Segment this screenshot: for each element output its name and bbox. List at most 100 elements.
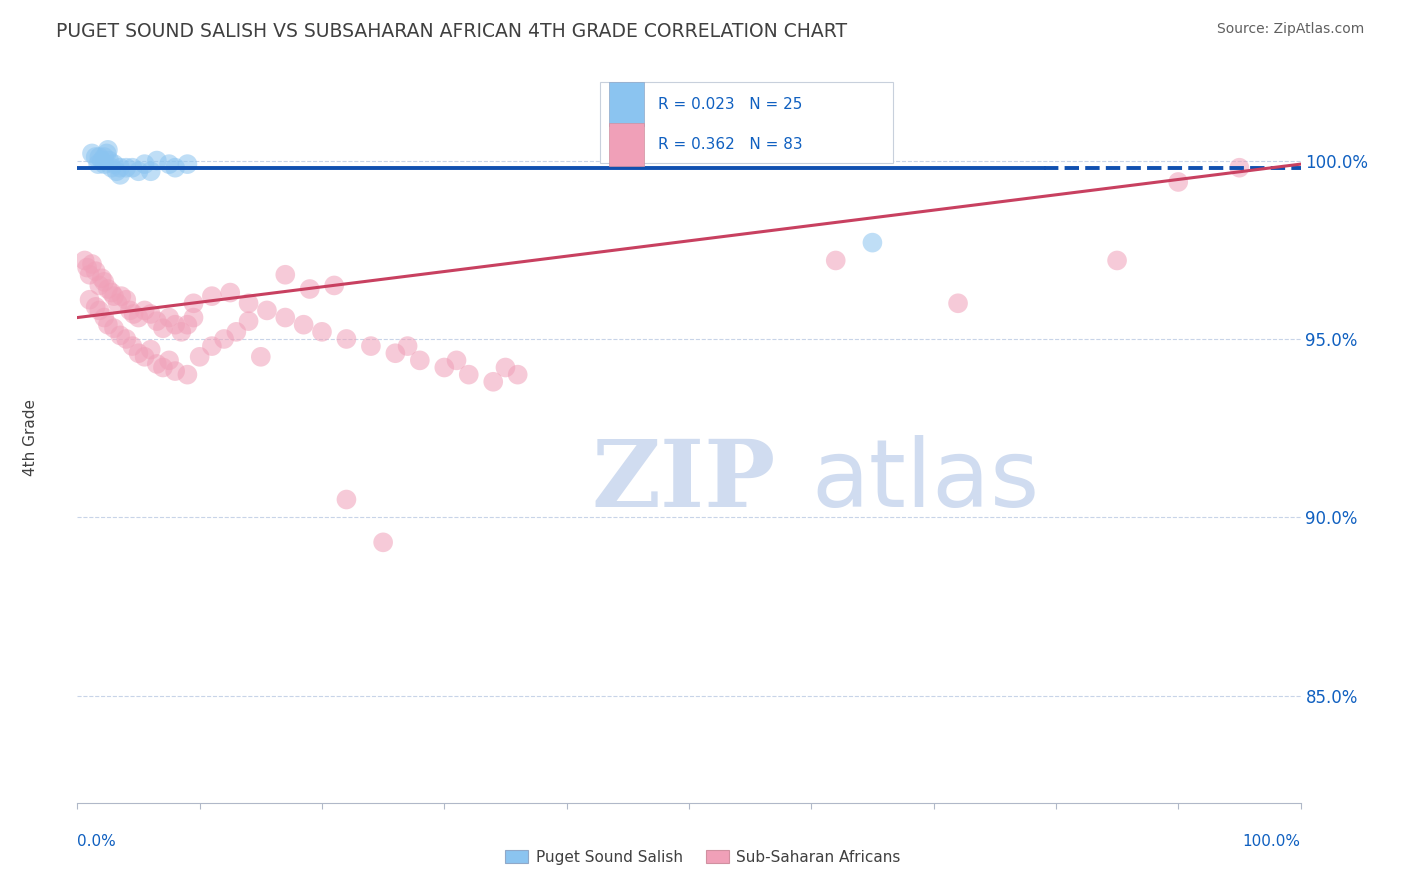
Point bbox=[201, 339, 224, 353]
Point bbox=[146, 357, 169, 371]
Point bbox=[188, 350, 211, 364]
Point bbox=[274, 310, 297, 325]
Point bbox=[121, 339, 143, 353]
Point bbox=[946, 296, 969, 310]
Point bbox=[323, 278, 346, 293]
Point bbox=[89, 278, 111, 293]
FancyBboxPatch shape bbox=[599, 82, 893, 162]
Point bbox=[360, 339, 382, 353]
Point bbox=[152, 360, 174, 375]
Point bbox=[103, 321, 125, 335]
Point bbox=[103, 289, 125, 303]
Point bbox=[93, 310, 115, 325]
Point bbox=[157, 157, 180, 171]
Point bbox=[89, 150, 111, 164]
Point bbox=[134, 303, 156, 318]
Point bbox=[79, 268, 101, 282]
Point bbox=[256, 303, 278, 318]
Point bbox=[121, 161, 143, 175]
Text: 0.0%: 0.0% bbox=[77, 834, 117, 849]
Point bbox=[122, 307, 145, 321]
Point bbox=[165, 364, 187, 378]
Point bbox=[1167, 175, 1189, 189]
Point bbox=[79, 293, 101, 307]
Point bbox=[115, 293, 138, 307]
Point bbox=[128, 310, 150, 325]
Point bbox=[97, 282, 120, 296]
Point bbox=[335, 492, 357, 507]
Point bbox=[409, 353, 432, 368]
Point bbox=[176, 368, 198, 382]
Point bbox=[139, 307, 162, 321]
Point bbox=[238, 296, 260, 310]
Point bbox=[862, 235, 884, 250]
Point bbox=[93, 150, 115, 164]
Point bbox=[225, 325, 247, 339]
Text: R = 0.362   N = 83: R = 0.362 N = 83 bbox=[658, 137, 803, 152]
Point bbox=[134, 157, 156, 171]
Text: Source: ZipAtlas.com: Source: ZipAtlas.com bbox=[1216, 22, 1364, 37]
Text: atlas: atlas bbox=[811, 435, 1039, 527]
Point bbox=[76, 260, 98, 275]
Point bbox=[212, 332, 235, 346]
Point bbox=[176, 318, 198, 332]
Point bbox=[93, 275, 115, 289]
Point bbox=[384, 346, 406, 360]
Point bbox=[84, 264, 107, 278]
Point bbox=[396, 339, 419, 353]
Point bbox=[93, 157, 115, 171]
Point bbox=[495, 360, 517, 375]
Point bbox=[115, 332, 138, 346]
Point bbox=[170, 325, 193, 339]
Point bbox=[298, 282, 321, 296]
Point bbox=[311, 325, 333, 339]
Point bbox=[84, 300, 107, 314]
Point bbox=[134, 350, 156, 364]
Text: 100.0%: 100.0% bbox=[1243, 834, 1301, 849]
Point bbox=[80, 146, 103, 161]
Point bbox=[115, 161, 138, 175]
Point bbox=[108, 161, 131, 175]
Point bbox=[433, 360, 456, 375]
Point bbox=[146, 314, 169, 328]
Point bbox=[97, 318, 120, 332]
Point bbox=[183, 296, 205, 310]
Point bbox=[165, 161, 187, 175]
Point bbox=[201, 289, 224, 303]
Point bbox=[238, 314, 260, 328]
Point bbox=[506, 368, 529, 382]
Point bbox=[97, 143, 120, 157]
FancyBboxPatch shape bbox=[609, 122, 644, 167]
Point bbox=[105, 164, 128, 178]
Point bbox=[824, 253, 846, 268]
Point bbox=[107, 296, 129, 310]
Point bbox=[139, 343, 162, 357]
Point bbox=[146, 153, 169, 168]
Point bbox=[100, 285, 122, 300]
Point bbox=[128, 164, 150, 178]
Point bbox=[250, 350, 273, 364]
Point bbox=[96, 146, 118, 161]
Text: PUGET SOUND SALISH VS SUBSAHARAN AFRICAN 4TH GRADE CORRELATION CHART: PUGET SOUND SALISH VS SUBSAHARAN AFRICAN… bbox=[56, 22, 848, 41]
Point bbox=[219, 285, 242, 300]
Point bbox=[1107, 253, 1129, 268]
Point bbox=[176, 157, 198, 171]
Text: ZIP: ZIP bbox=[591, 436, 775, 526]
Point bbox=[108, 168, 131, 182]
Point bbox=[110, 289, 132, 303]
Point bbox=[87, 157, 110, 171]
Point bbox=[90, 271, 112, 285]
Point bbox=[157, 310, 180, 325]
Point bbox=[84, 150, 107, 164]
Point bbox=[157, 353, 180, 368]
Point bbox=[1229, 161, 1251, 175]
Point bbox=[103, 157, 125, 171]
Point bbox=[446, 353, 468, 368]
Point bbox=[165, 318, 187, 332]
Point bbox=[108, 328, 131, 343]
Point bbox=[80, 257, 103, 271]
Legend: Puget Sound Salish, Sub-Saharan Africans: Puget Sound Salish, Sub-Saharan Africans bbox=[499, 844, 907, 871]
Point bbox=[100, 161, 122, 175]
Point bbox=[274, 268, 297, 282]
Point bbox=[73, 253, 96, 268]
